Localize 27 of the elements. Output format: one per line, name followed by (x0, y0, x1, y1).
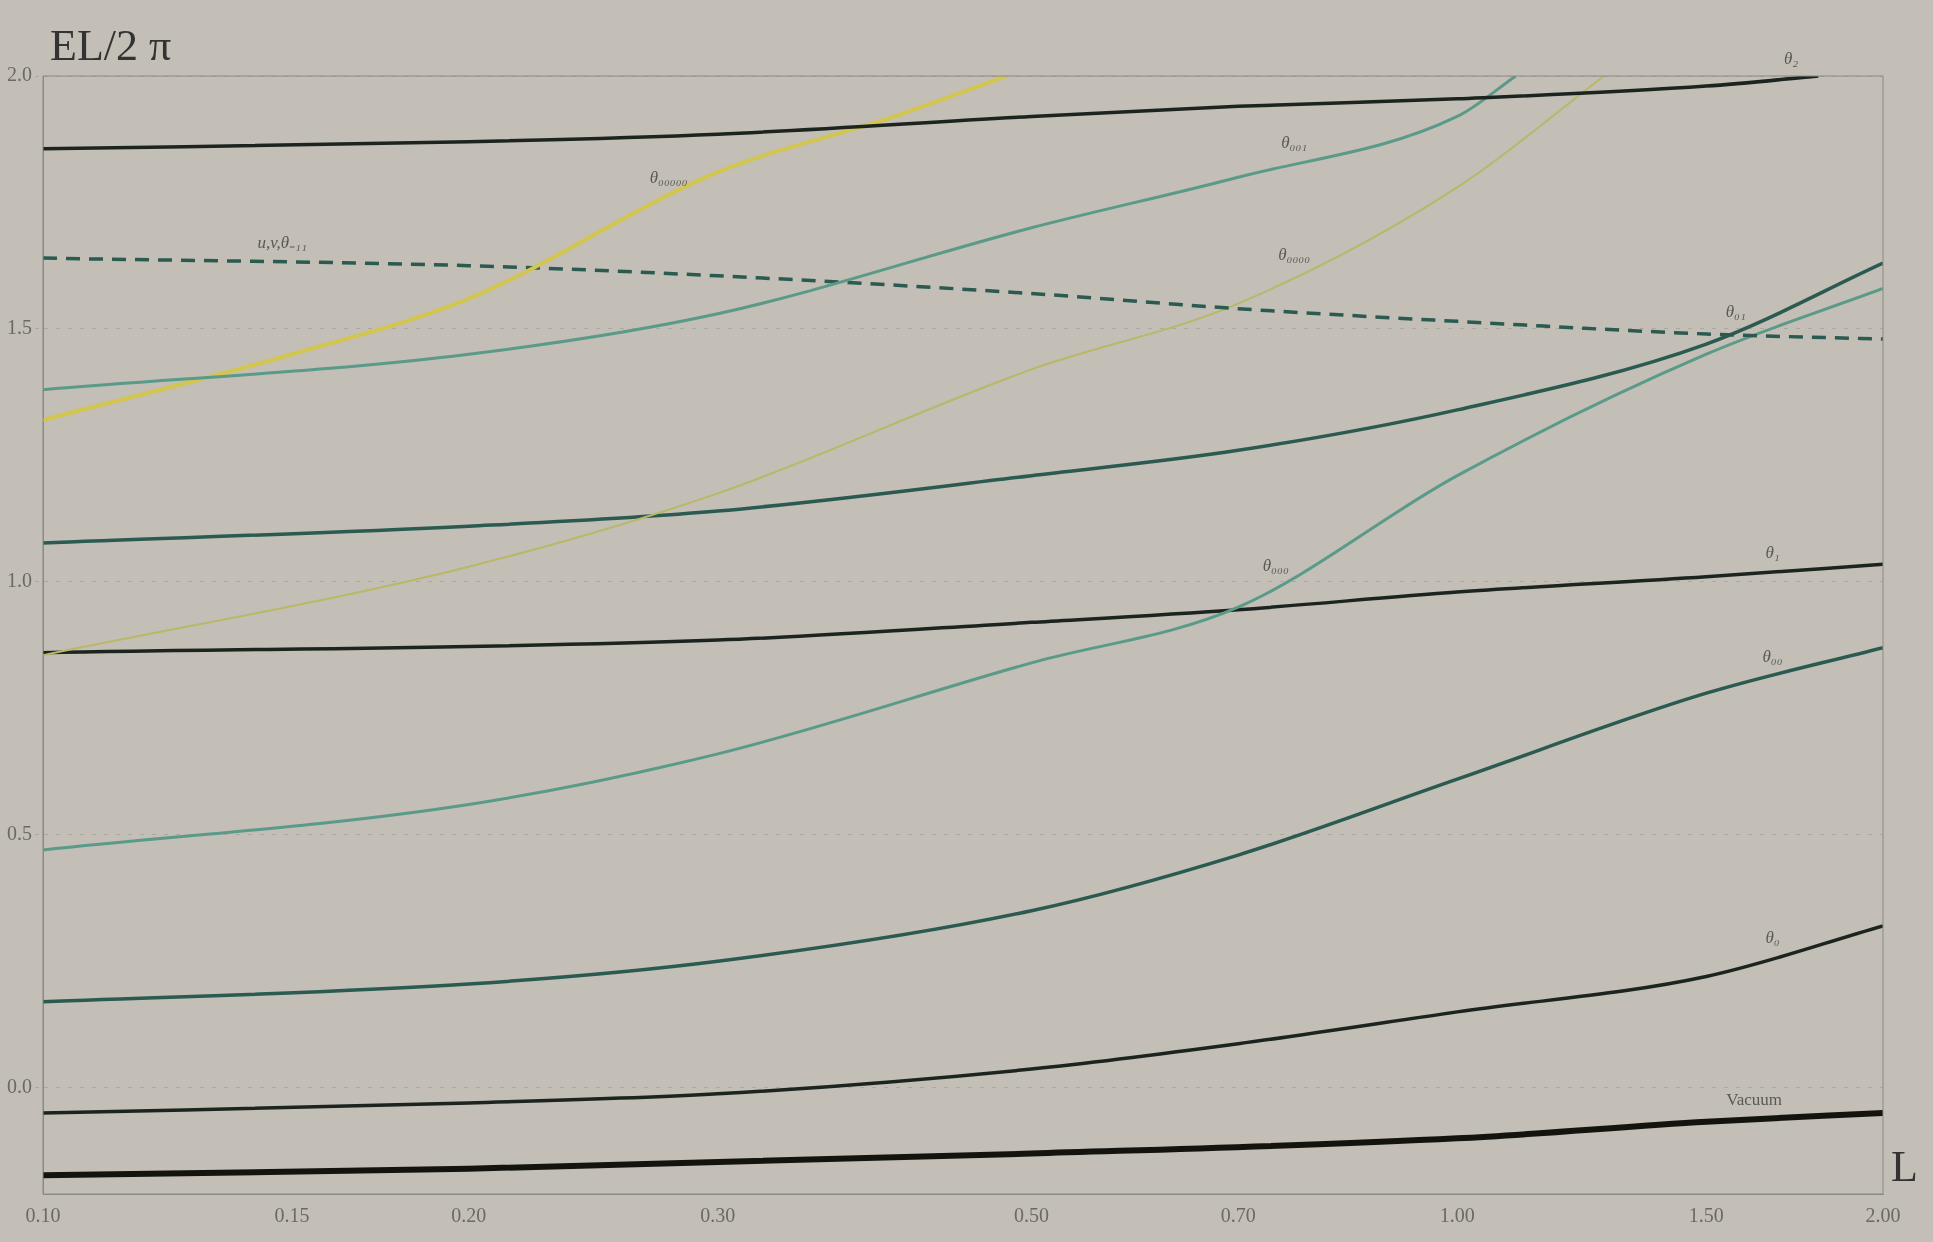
series-label: θ₀₀₀ (1262, 555, 1289, 575)
y-tick-label: 0.0 (7, 1075, 32, 1098)
x-tick-label: 1.50 (1688, 1204, 1724, 1227)
y-tick-label: 2.0 (7, 63, 32, 86)
y-tick-label: 1.5 (7, 316, 32, 339)
x-tick-label: 1.00 (1439, 1204, 1475, 1227)
x-tick-label: 0.20 (451, 1204, 487, 1227)
series-label: θ₁ (1765, 543, 1780, 563)
x-tick-label: 0.70 (1220, 1204, 1256, 1227)
series-label: θ₂ (1783, 49, 1799, 69)
series-label: Vacuum (1726, 1090, 1783, 1110)
series-label: u,v,θ₋₁₁ (257, 233, 307, 253)
x-tick-label: 0.15 (274, 1204, 310, 1227)
y-tick-label: 0.5 (7, 822, 32, 845)
x-tick-label: 0.30 (700, 1204, 736, 1227)
series-label: θ₀₁ (1725, 301, 1746, 321)
x-tick-label: 2.00 (1865, 1204, 1901, 1227)
y-axis-title: EL/2 π (50, 20, 172, 70)
series-label: θ₀₀ (1762, 647, 1783, 667)
x-tick-label: 0.10 (25, 1204, 61, 1227)
y-tick-label: 1.0 (7, 569, 32, 592)
x-tick-label: 0.50 (1014, 1204, 1050, 1227)
series-label: θ₀₀₀₀₀ (649, 168, 688, 188)
series-label: θ₀ (1765, 928, 1780, 948)
series-label: θ₀₀₁ (1281, 132, 1308, 152)
series-label: θ₀₀₀₀ (1278, 244, 1311, 264)
x-axis-title: L (1891, 1141, 1918, 1191)
